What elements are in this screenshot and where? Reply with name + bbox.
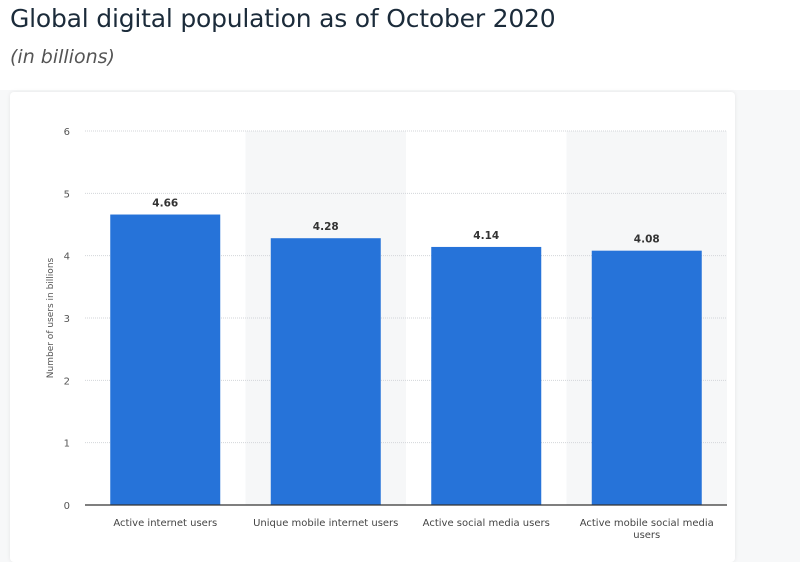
bar <box>270 238 381 506</box>
bar <box>431 246 542 505</box>
y-axis-label: Number of users in billions <box>46 257 56 378</box>
y-tick-label: 2 <box>64 376 70 387</box>
header: Global digital population as of October … <box>0 0 800 90</box>
bar <box>591 250 702 505</box>
y-tick-label: 1 <box>64 439 70 450</box>
data-label: 4.66 <box>152 198 178 210</box>
chart-subtitle: (in billions) <box>10 46 115 68</box>
bar <box>110 214 221 505</box>
x-tick-label: Active mobile social media <box>580 518 714 529</box>
data-label: 4.08 <box>634 234 660 246</box>
bar-chart: 0 1 2 3 4 5 6 Number of users in billions 4.66 Ac… <box>46 127 727 541</box>
y-tick-label: 5 <box>64 189 70 200</box>
x-tick-label: Active internet users <box>113 518 217 529</box>
data-label: 4.28 <box>313 221 339 233</box>
x-tick-label: Unique mobile internet users <box>253 518 398 529</box>
x-tick-label: users <box>633 530 660 541</box>
chart-title: Global digital population as of October … <box>10 4 556 33</box>
y-tick-label: 3 <box>64 314 70 325</box>
y-tick-label: 0 <box>64 501 70 512</box>
y-tick-label: 4 <box>64 252 70 263</box>
y-tick-label: 6 <box>64 127 70 138</box>
data-label: 4.14 <box>473 230 499 242</box>
x-tick-label: Active social media users <box>423 518 550 529</box>
